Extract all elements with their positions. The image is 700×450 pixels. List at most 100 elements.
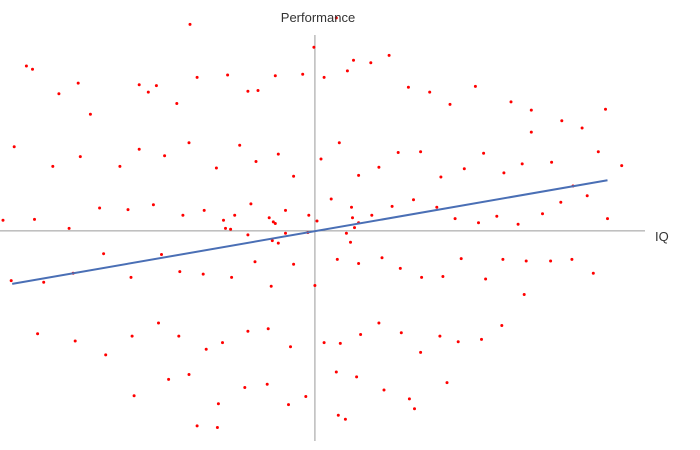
data-point bbox=[157, 321, 160, 325]
data-point bbox=[246, 233, 250, 237]
data-point bbox=[580, 126, 584, 130]
data-point bbox=[335, 257, 339, 261]
data-point bbox=[419, 150, 423, 154]
data-point bbox=[420, 275, 424, 279]
data-point bbox=[304, 395, 308, 398]
data-point bbox=[377, 165, 381, 169]
data-point bbox=[438, 334, 442, 338]
data-point bbox=[178, 270, 182, 274]
data-point bbox=[370, 213, 374, 217]
data-point bbox=[353, 226, 356, 230]
data-point bbox=[98, 206, 102, 210]
data-point bbox=[276, 152, 280, 156]
data-point bbox=[36, 332, 40, 336]
data-point bbox=[276, 241, 280, 245]
data-point bbox=[289, 345, 292, 349]
data-point bbox=[292, 174, 296, 178]
data-point bbox=[396, 151, 400, 154]
data-point bbox=[541, 212, 544, 216]
data-point bbox=[357, 173, 361, 177]
data-point bbox=[480, 337, 483, 341]
data-point bbox=[12, 145, 16, 149]
data-point bbox=[78, 155, 82, 159]
data-point bbox=[243, 386, 247, 389]
data-point bbox=[482, 151, 486, 155]
data-point bbox=[270, 239, 274, 243]
data-point bbox=[334, 16, 338, 20]
data-point bbox=[315, 219, 319, 223]
data-point bbox=[222, 218, 225, 222]
data-point bbox=[349, 240, 352, 244]
data-point bbox=[201, 272, 205, 276]
data-point bbox=[221, 341, 224, 345]
data-point bbox=[160, 253, 163, 256]
data-point bbox=[351, 216, 354, 220]
data-point bbox=[329, 197, 333, 201]
data-point bbox=[355, 375, 359, 379]
data-point bbox=[129, 275, 133, 279]
data-point bbox=[501, 257, 505, 261]
data-point bbox=[359, 333, 363, 336]
data-point bbox=[604, 107, 607, 111]
data-point bbox=[67, 226, 71, 230]
data-point bbox=[412, 198, 415, 202]
data-point bbox=[73, 339, 77, 343]
data-point bbox=[549, 259, 553, 263]
data-point bbox=[181, 213, 185, 217]
data-point bbox=[529, 130, 533, 134]
data-point bbox=[459, 257, 463, 261]
data-point bbox=[319, 157, 323, 161]
data-point bbox=[253, 260, 257, 264]
data-point bbox=[484, 277, 488, 281]
data-point bbox=[382, 388, 386, 392]
data-point bbox=[428, 90, 432, 94]
data-point bbox=[313, 284, 317, 287]
data-point bbox=[516, 222, 520, 226]
data-point bbox=[473, 84, 477, 88]
data-point bbox=[273, 74, 277, 78]
data-point bbox=[9, 279, 13, 283]
data-point bbox=[336, 413, 340, 417]
data-point bbox=[230, 275, 234, 279]
data-point bbox=[509, 100, 513, 104]
data-point bbox=[246, 89, 250, 93]
data-point bbox=[146, 90, 150, 94]
data-point bbox=[477, 221, 480, 225]
data-point bbox=[453, 217, 457, 221]
data-point bbox=[550, 160, 554, 164]
data-point bbox=[462, 167, 466, 171]
data-point bbox=[284, 231, 287, 235]
data-point bbox=[187, 373, 191, 376]
data-point bbox=[413, 407, 416, 411]
data-point bbox=[151, 203, 155, 207]
data-point bbox=[249, 202, 253, 206]
data-point bbox=[406, 85, 410, 89]
data-point bbox=[312, 45, 316, 49]
data-point bbox=[502, 171, 506, 175]
data-point bbox=[137, 83, 141, 87]
data-point bbox=[284, 208, 287, 212]
data-point bbox=[195, 75, 199, 79]
data-point bbox=[273, 222, 277, 225]
data-point bbox=[522, 293, 526, 296]
data-point bbox=[126, 208, 130, 212]
data-point bbox=[570, 257, 574, 261]
data-point bbox=[51, 164, 55, 168]
data-point bbox=[76, 81, 80, 85]
data-point bbox=[104, 353, 108, 357]
x-axis-label: IQ bbox=[655, 229, 669, 244]
data-point bbox=[377, 321, 381, 325]
trendline bbox=[12, 179, 608, 285]
data-point bbox=[307, 213, 311, 217]
data-point bbox=[456, 340, 460, 344]
data-point bbox=[246, 329, 250, 333]
data-point bbox=[266, 327, 270, 331]
data-point bbox=[524, 259, 528, 263]
data-point bbox=[88, 112, 92, 116]
data-point bbox=[102, 252, 106, 256]
data-point bbox=[439, 175, 443, 179]
data-point bbox=[214, 166, 218, 170]
data-point bbox=[387, 53, 391, 57]
data-point bbox=[57, 92, 61, 96]
data-point bbox=[399, 331, 403, 335]
